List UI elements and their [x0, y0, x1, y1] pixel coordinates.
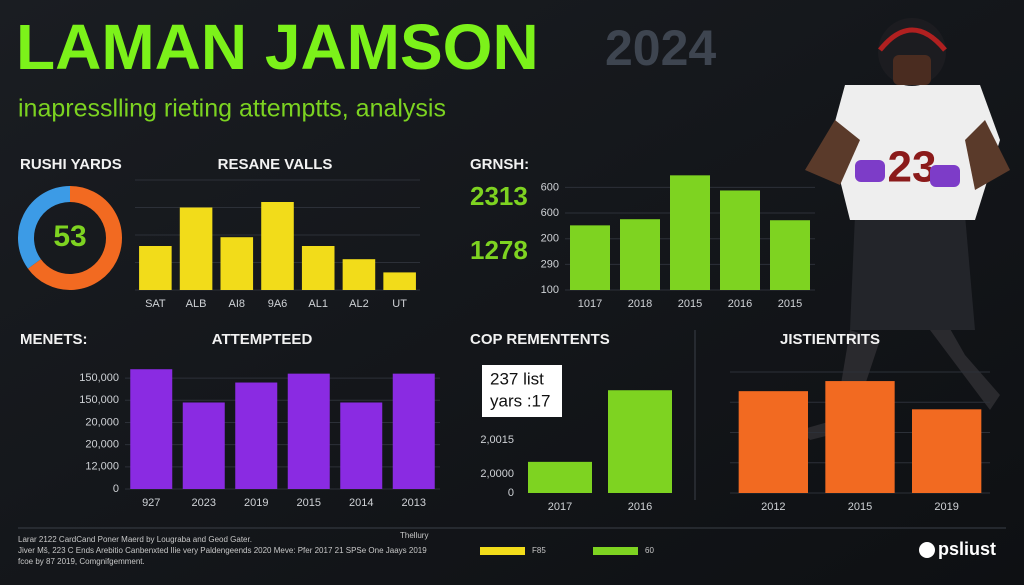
x-tick-label: 2014 [349, 497, 373, 509]
x-tick-label: 2015 [678, 298, 702, 310]
y-tick-label: 2,0015 [480, 434, 514, 446]
x-tick-label: 2016 [628, 501, 652, 513]
bar [301, 246, 335, 290]
x-tick-label: 2017 [548, 501, 572, 513]
x-tick-label: 2015 [848, 501, 872, 513]
x-tick-label: 2015 [778, 298, 802, 310]
x-tick-label: 2019 [934, 501, 958, 513]
bar [182, 402, 225, 489]
y-tick-label: 100 [541, 284, 559, 296]
y-tick-label: 150,000 [79, 394, 119, 406]
y-tick-label: 20,000 [85, 439, 119, 451]
bar [528, 461, 592, 493]
chart-title: GRNSH: [470, 156, 529, 173]
bar [912, 409, 982, 493]
chart-title: RUSHI YARDS [20, 156, 122, 173]
bar [738, 391, 808, 493]
y-tick-label: 200 [541, 233, 559, 245]
bar [220, 237, 254, 290]
chart-title: ATTEMPTEED [212, 331, 313, 348]
x-tick-label: 2018 [628, 298, 652, 310]
chart-title: MENETS: [20, 331, 88, 348]
chart-title: COP REMENTENTS [470, 331, 610, 348]
annotation-box [482, 365, 562, 417]
footer-text: fcoe by 87 2019, Comgnifgemment. [18, 557, 145, 566]
y-tick-label: 150,000 [79, 372, 119, 384]
bar [770, 220, 810, 290]
legend-title: Thellury [400, 531, 428, 540]
x-tick-label: 2015 [297, 497, 321, 509]
x-tick-label: 2013 [402, 497, 426, 509]
bar [570, 225, 610, 290]
x-tick-label: 927 [142, 497, 160, 509]
chart-title: RESANE VALLS [218, 156, 333, 173]
subtitle: inapresslling rieting attemptts, analysi… [18, 95, 446, 123]
x-tick-label: 2019 [244, 497, 268, 509]
x-tick-label: SAT [145, 298, 166, 310]
side-label: 1278 [470, 235, 528, 265]
legend-label: 60 [645, 546, 654, 555]
footer-text: Jiver Mš, 223 C Ends Arebitio Canbenxted… [18, 546, 427, 555]
y-tick-label: 600 [541, 207, 559, 219]
title: LAMAN JAMSON [16, 11, 539, 83]
donut-center: 53 [53, 220, 86, 253]
x-tick-label: UT [392, 298, 407, 310]
y-tick-label: 20,000 [85, 416, 119, 428]
x-tick-label: AI8 [229, 298, 246, 310]
footer-text: Larar 2122 CardCand Poner Maerd by Lougr… [18, 535, 252, 544]
bar [340, 402, 383, 489]
legend-swatch [480, 547, 525, 555]
bar [179, 207, 213, 290]
brand-logo [919, 542, 935, 558]
x-tick-label: 2012 [761, 501, 785, 513]
bar [130, 369, 173, 489]
donut-segment [18, 186, 71, 269]
player: 23 [800, 18, 1010, 440]
jersey-number: 23 [888, 143, 937, 192]
y-tick-label: 290 [541, 258, 559, 270]
brand: psliust [938, 539, 996, 559]
annotation: yars :17 [490, 391, 550, 410]
x-tick-label: AL1 [308, 298, 328, 310]
x-tick-label: AL2 [349, 298, 369, 310]
x-tick-label: ALB [186, 298, 207, 310]
donut-segment [27, 186, 122, 290]
year: 2024 [605, 20, 716, 76]
bar [620, 219, 660, 290]
bar [825, 381, 895, 493]
annotation: 237 list [490, 369, 544, 388]
chart-title: JISTIENTRITS [780, 331, 880, 348]
x-tick-label: 2016 [728, 298, 752, 310]
bar [342, 259, 376, 290]
bar [287, 373, 330, 489]
x-tick-label: 9A6 [268, 298, 288, 310]
bar [608, 390, 672, 493]
side-label: 2313 [470, 181, 528, 211]
x-tick-label: 2023 [192, 497, 216, 509]
y-tick-label: 0 [508, 487, 514, 499]
x-tick-label: 1017 [578, 298, 602, 310]
legend-label: F85 [532, 546, 546, 555]
bar [383, 272, 416, 290]
legend-swatch [593, 547, 638, 555]
bar [392, 373, 435, 489]
y-tick-label: 12,000 [85, 461, 119, 473]
bar [670, 175, 710, 290]
y-tick-label: 2,0000 [480, 468, 514, 480]
bar [139, 246, 172, 290]
y-tick-label: 600 [541, 181, 559, 193]
bar [261, 202, 294, 290]
bar [235, 382, 278, 489]
y-tick-label: 0 [113, 483, 119, 495]
bar [720, 190, 760, 290]
